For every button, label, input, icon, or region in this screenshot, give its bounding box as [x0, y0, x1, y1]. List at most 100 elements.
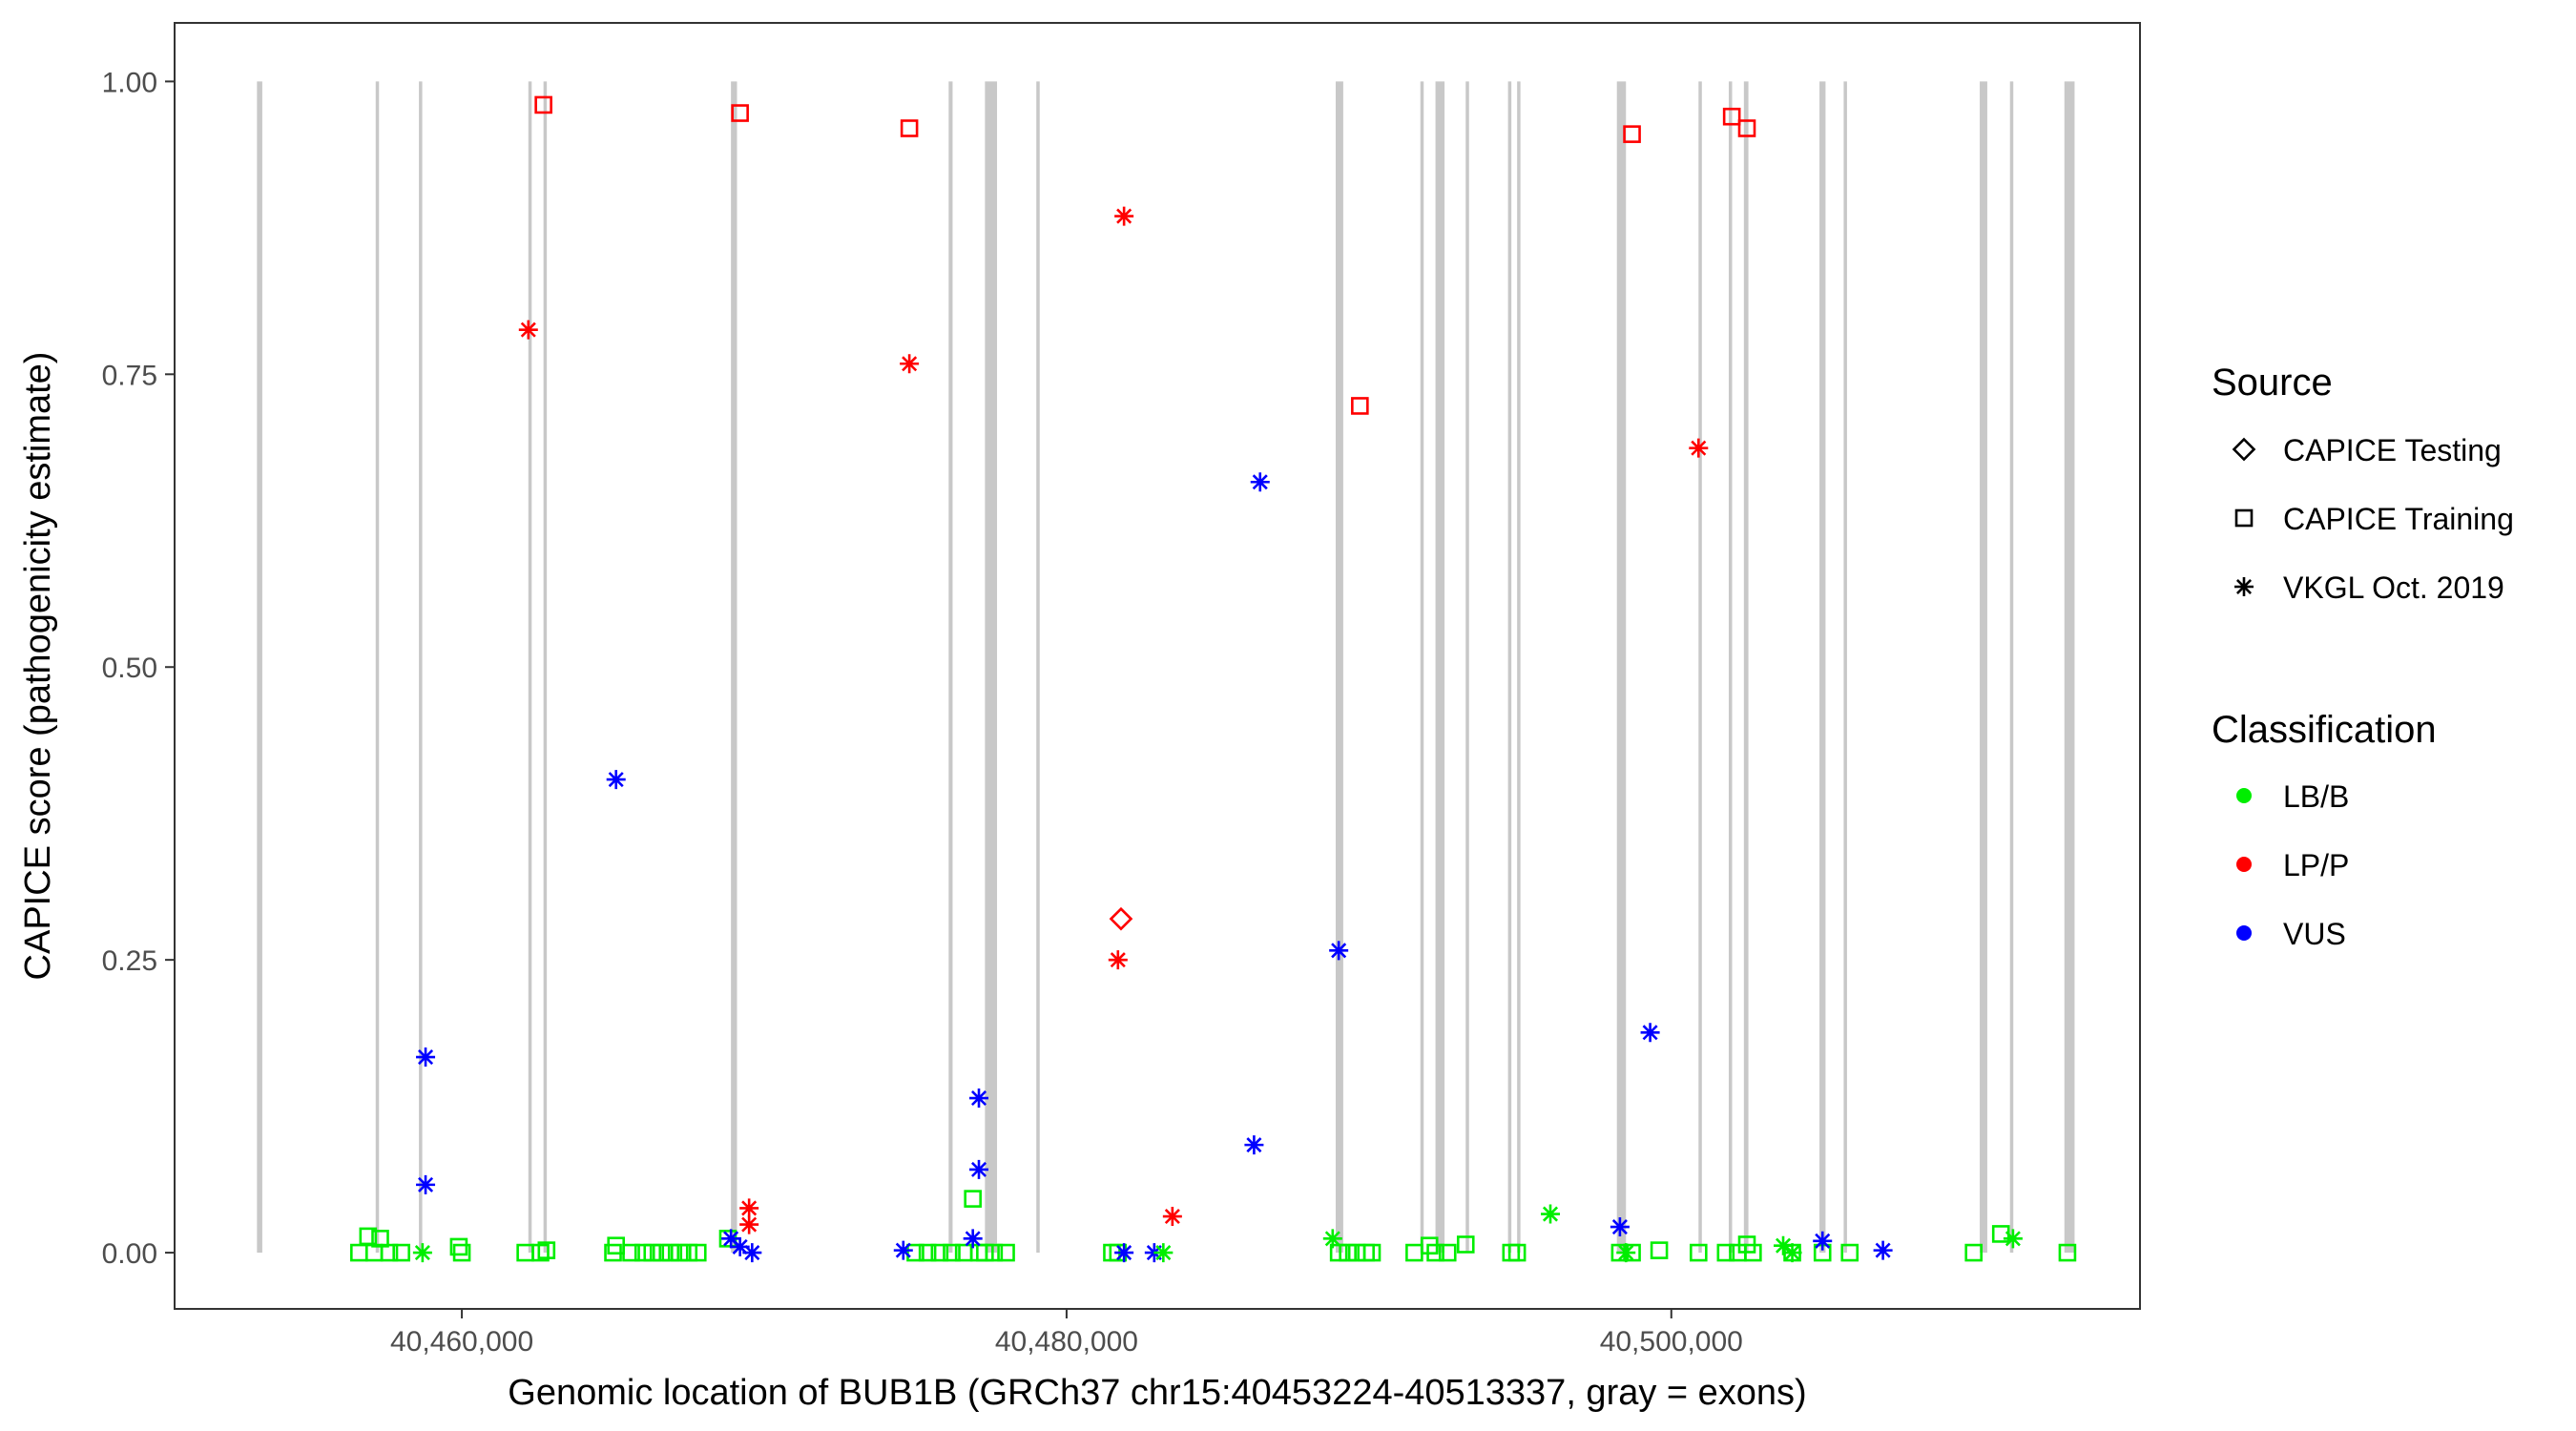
data-point-square: [900, 119, 919, 137]
data-point-asterisk: [739, 1198, 759, 1218]
data-point-asterisk: [1250, 472, 1270, 492]
exon-layer: [257, 81, 2075, 1254]
legend-label-vkgl: VKGL Oct. 2019: [2283, 570, 2504, 605]
data-point-asterisk: [1610, 1217, 1630, 1237]
data-point-square: [918, 1243, 937, 1262]
data-point-square: [1438, 1243, 1457, 1262]
data-point-square: [1650, 1241, 1669, 1259]
data-point-square: [1744, 1243, 1762, 1262]
exon-band: [1420, 81, 1424, 1254]
data-point-square: [1964, 1243, 1983, 1262]
data-point-diamond: [1109, 906, 1133, 931]
x-tick-label: 40,460,000: [390, 1326, 533, 1358]
data-point-square: [964, 1190, 982, 1208]
exon-band: [985, 81, 998, 1254]
data-point-asterisk: [730, 1236, 750, 1256]
exon-band: [375, 81, 380, 1254]
legend-key-vkgl: [2234, 577, 2254, 596]
exon-band: [1435, 81, 1445, 1254]
y-tick-label: 1.00: [102, 67, 157, 98]
data-point-square: [1456, 1235, 1475, 1254]
data-point-asterisk: [606, 770, 626, 790]
data-point-square: [688, 1243, 707, 1262]
exon-band: [1036, 81, 1040, 1254]
data-point-square: [380, 1243, 399, 1262]
data-point-asterisk: [1108, 950, 1128, 970]
y-tick-label: 0.50: [102, 653, 157, 684]
exon-band: [1507, 81, 1512, 1254]
data-point-asterisk: [1244, 1135, 1264, 1155]
legend-marker-diamond: [2232, 437, 2256, 462]
exon-band: [1819, 81, 1826, 1254]
data-point-square: [534, 95, 552, 114]
data-point-asterisk: [963, 1229, 983, 1249]
legend-marker-square: [2234, 508, 2254, 528]
exon-band: [731, 81, 737, 1254]
legend: Source CAPICE Testing CAPICE Training VK…: [2212, 362, 2514, 951]
data-point-asterisk: [900, 354, 920, 374]
data-point-asterisk: [1774, 1235, 1794, 1255]
data-point-square: [997, 1243, 1015, 1262]
plot-panel-border: [174, 22, 2141, 1310]
exon-band: [1335, 81, 1343, 1254]
data-point-asterisk: [1782, 1243, 1802, 1263]
data-point-asterisk: [1640, 1023, 1660, 1043]
data-point-asterisk: [893, 1240, 913, 1260]
legend-classification-title: Classification: [2212, 709, 2437, 751]
data-point-square: [449, 1237, 468, 1256]
data-point-square: [652, 1243, 671, 1262]
data-point-square: [1722, 107, 1741, 126]
exon-band: [948, 81, 953, 1254]
data-point-square: [2058, 1243, 2077, 1262]
exon-band: [1616, 81, 1627, 1254]
y-tick-label: 0.25: [102, 945, 157, 977]
data-point-square: [670, 1243, 689, 1262]
data-point-square: [1737, 119, 1756, 137]
exon-band: [257, 81, 262, 1254]
data-point-square: [537, 1241, 556, 1259]
legend-label-lpp: LP/P: [2283, 848, 2349, 882]
data-point-square: [1426, 1243, 1444, 1262]
legend-label-vus: VUS: [2283, 917, 2346, 951]
exon-band: [1743, 81, 1749, 1254]
legend-label-capice-training: CAPICE Training: [2283, 502, 2514, 536]
legend-dot-vus: [2236, 925, 2252, 941]
data-point-square: [906, 1243, 924, 1262]
exon-band: [1728, 81, 1733, 1254]
data-point-square: [1507, 1243, 1527, 1262]
data-point-asterisk: [742, 1243, 762, 1263]
data-point-square: [531, 1243, 550, 1262]
data-point-square: [1689, 1243, 1708, 1262]
data-point-square: [985, 1243, 1004, 1262]
data-point-square: [1351, 397, 1369, 415]
data-point-asterisk: [1541, 1204, 1560, 1224]
data-point-asterisk: [1329, 941, 1349, 961]
legend-dot-lpp: [2236, 857, 2252, 872]
legend-dot-lbb: [2236, 788, 2252, 803]
data-point-square: [1840, 1243, 1859, 1262]
data-point-square: [1623, 125, 1641, 143]
data-point-asterisk: [1114, 1243, 1134, 1263]
data-point-square: [1362, 1243, 1381, 1262]
data-point-square: [643, 1243, 662, 1262]
data-point-square: [661, 1243, 680, 1262]
data-point-asterisk: [721, 1229, 741, 1249]
exon-band: [1517, 81, 1521, 1254]
data-point-asterisk: [1873, 1240, 1893, 1260]
data-point-asterisk: [739, 1214, 759, 1234]
legend-source-title: Source: [2212, 362, 2333, 404]
x-axis-title: Genomic location of BUB1B (GRCh37 chr15:…: [508, 1373, 1806, 1413]
point-layer: [350, 95, 2077, 1263]
data-point-asterisk: [1162, 1207, 1182, 1227]
exon-band: [1980, 81, 1987, 1254]
data-point-asterisk: [1114, 206, 1134, 226]
data-point-asterisk: [2003, 1229, 2023, 1249]
legend-marker-asterisk: [2234, 577, 2254, 596]
data-point-asterisk: [412, 1243, 432, 1263]
data-point-asterisk: [518, 320, 538, 340]
legend-key-capice-training: [2234, 508, 2254, 528]
data-point-square: [679, 1243, 698, 1262]
exon-band: [1843, 81, 1847, 1254]
data-point-asterisk: [1689, 438, 1709, 458]
